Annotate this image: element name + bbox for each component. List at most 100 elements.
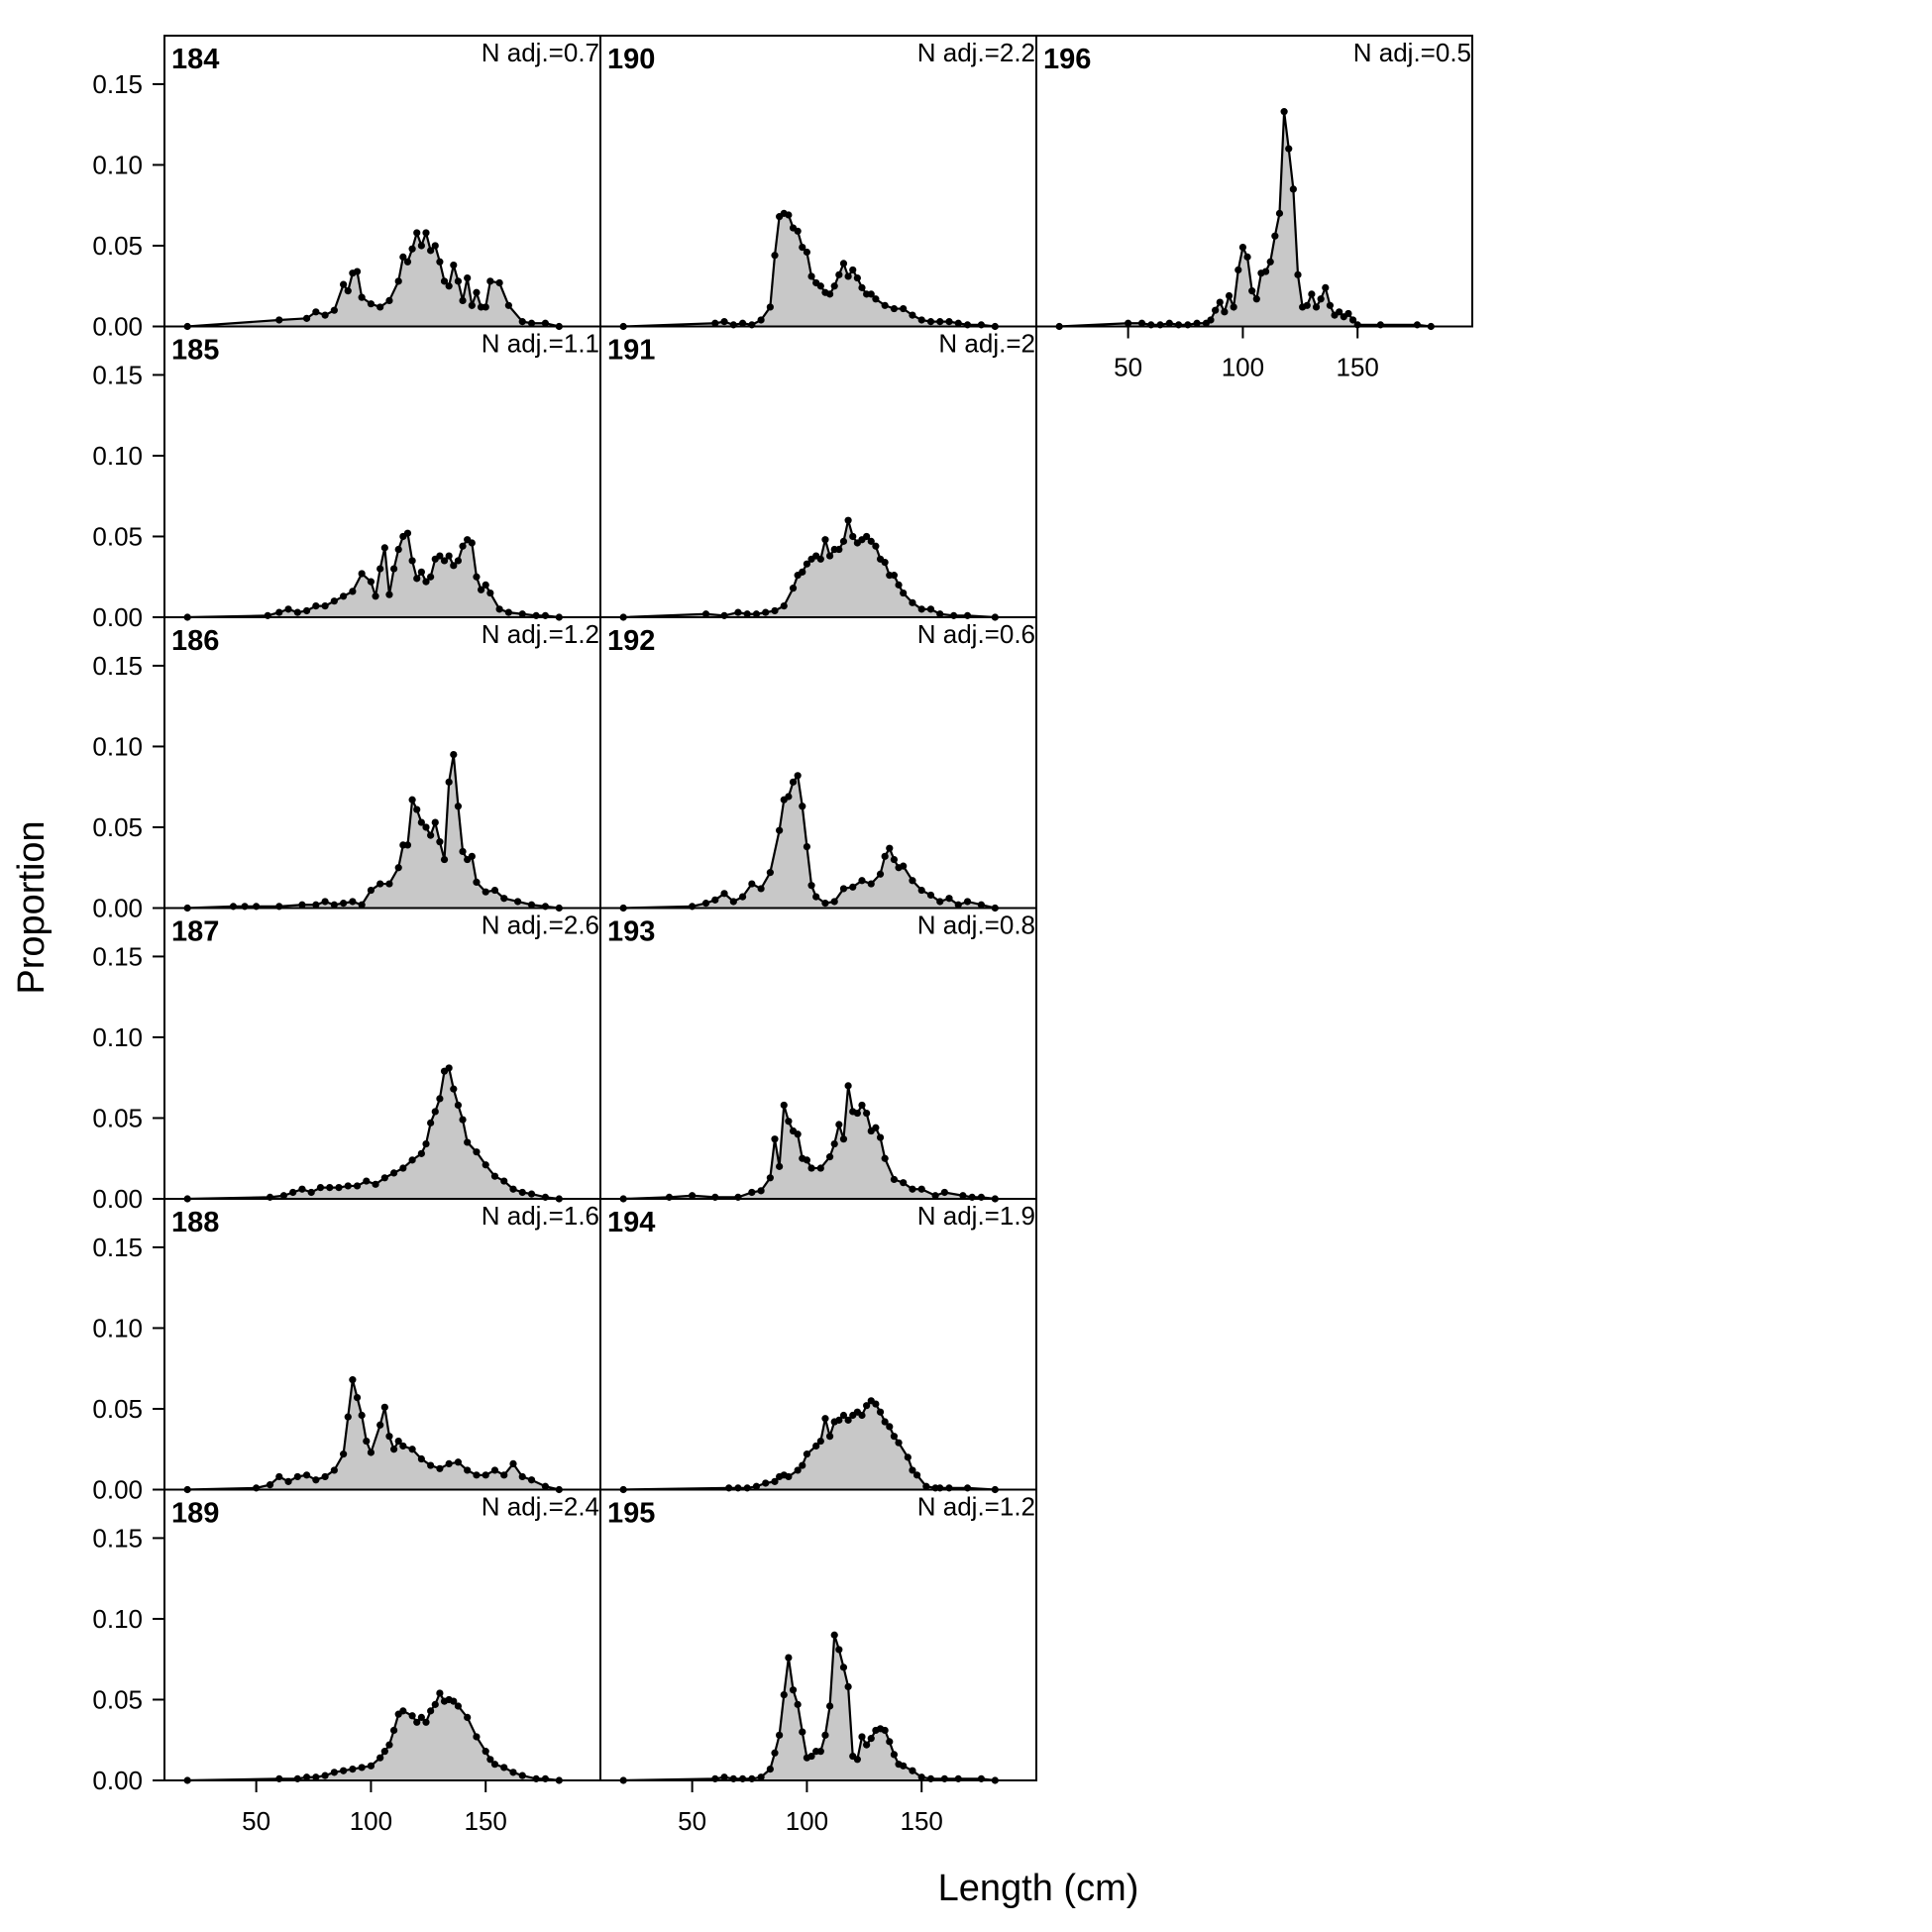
data-point (1308, 290, 1316, 298)
y-tick-label: 0.10 (92, 1604, 143, 1634)
data-point (367, 578, 376, 586)
panel-frame (599, 1488, 1037, 1781)
x-tick-label: 150 (1337, 353, 1379, 382)
data-point (468, 852, 476, 860)
data-point (302, 606, 311, 615)
data-point (766, 303, 774, 311)
data-point (321, 601, 329, 610)
data-point (1193, 319, 1201, 327)
data-point (863, 532, 871, 541)
data-point (353, 1182, 362, 1190)
data-point (459, 847, 467, 856)
data-point (936, 610, 944, 618)
data-point (1165, 319, 1173, 327)
data-point (689, 1192, 697, 1200)
x-tick-label: 50 (1114, 353, 1142, 382)
data-point (367, 1449, 376, 1456)
panel-note: N adj.=0.8 (917, 911, 1035, 940)
data-point (771, 1135, 779, 1143)
data-point (839, 1411, 848, 1420)
y-tick-label: 0.15 (92, 69, 143, 99)
data-point (344, 1182, 352, 1190)
data-point (403, 841, 412, 849)
data-point (394, 545, 402, 554)
y-tick-label: 0.10 (92, 441, 143, 471)
data-point (720, 318, 728, 326)
data-point (482, 303, 489, 311)
data-point (794, 1466, 802, 1474)
series-area (187, 1067, 560, 1199)
data-point (917, 316, 925, 324)
data-point (825, 1433, 834, 1441)
data-point (825, 290, 834, 298)
panel-190: 190 N adj.=2.2 (599, 35, 1037, 331)
data-point (909, 877, 916, 885)
data-point (904, 1453, 912, 1461)
data-point (330, 306, 338, 314)
data-point (340, 1767, 348, 1774)
data-point (358, 570, 366, 578)
data-point (321, 1472, 329, 1481)
data-point (482, 1471, 489, 1479)
data-point (431, 1108, 439, 1116)
data-point (464, 1713, 472, 1722)
panel-label: 187 (171, 916, 219, 948)
data-point (876, 1133, 885, 1141)
data-point (748, 880, 756, 888)
data-point (316, 1183, 325, 1192)
panel-note: N adj.=0.6 (917, 619, 1035, 649)
data-point (335, 1183, 343, 1192)
data-point (1234, 266, 1242, 274)
data-point (436, 1464, 444, 1472)
panel-label: 188 (171, 1207, 219, 1238)
data-point (830, 898, 838, 906)
data-point (1289, 185, 1297, 193)
data-point (450, 261, 458, 269)
panel-label: 195 (607, 1498, 655, 1530)
y-tick-label: 0.05 (92, 1394, 143, 1424)
panel-frame (163, 35, 601, 328)
data-point (436, 552, 444, 560)
data-point (367, 300, 376, 308)
panel-186: 186 N adj.=1.2 0.00 0.05 0.10 0.15 (92, 616, 601, 923)
data-point (431, 1700, 439, 1708)
data-point (839, 260, 848, 268)
data-point (482, 1748, 489, 1756)
data-point (363, 1177, 371, 1185)
data-point (417, 1713, 425, 1722)
data-point (890, 304, 899, 313)
data-point (830, 1631, 838, 1639)
panel-195: 195 N adj.=1.2 50 100 150 (599, 1488, 1037, 1836)
data-point (302, 1471, 311, 1479)
data-point (931, 1192, 939, 1200)
data-point (330, 1769, 338, 1776)
data-point (900, 862, 908, 870)
panel-frame (599, 907, 1037, 1200)
data-point (422, 578, 430, 586)
data-point (807, 882, 815, 890)
data-point (454, 1458, 463, 1466)
data-point (486, 277, 494, 285)
data-point (945, 318, 953, 326)
data-point (376, 1754, 384, 1762)
data-point (459, 1116, 467, 1124)
data-point (844, 516, 852, 524)
data-point (527, 319, 536, 327)
data-point (844, 1682, 852, 1691)
data-point (275, 1472, 283, 1481)
data-point (872, 1124, 880, 1131)
data-point (468, 301, 476, 309)
data-point (399, 1707, 407, 1715)
data-point (284, 605, 292, 613)
data-point (912, 1471, 921, 1479)
data-point (825, 1153, 834, 1161)
data-point (504, 301, 512, 309)
data-point (482, 888, 489, 896)
panel-note: N adj.=1.1 (482, 329, 599, 359)
series-area (623, 1085, 996, 1199)
data-point (785, 793, 793, 801)
data-point (757, 1187, 765, 1195)
data-point (789, 1686, 798, 1694)
data-point (482, 1161, 489, 1169)
data-point (844, 1416, 852, 1424)
